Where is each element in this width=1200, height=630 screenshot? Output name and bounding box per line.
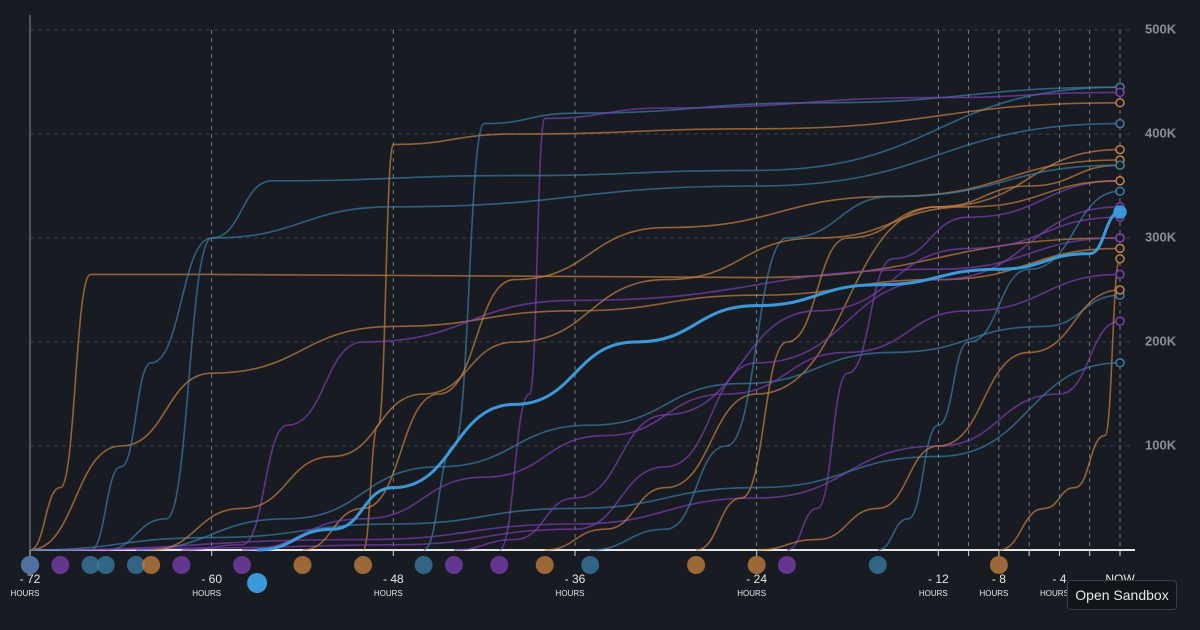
end-point xyxy=(1115,358,1125,368)
series-line xyxy=(544,148,1121,551)
start-marker xyxy=(354,556,373,574)
start-marker xyxy=(21,556,39,574)
start-marker xyxy=(81,556,100,574)
x-tick-unit: HOURS xyxy=(11,589,40,598)
start-marker xyxy=(51,556,70,574)
start-marker xyxy=(581,556,600,574)
end-point xyxy=(1115,118,1125,129)
end-point xyxy=(1115,87,1125,98)
start-marker xyxy=(868,556,887,574)
x-tick-unit: HOURS xyxy=(1040,589,1069,598)
series-line xyxy=(423,86,1121,551)
series-line xyxy=(756,289,1121,551)
end-point xyxy=(1115,186,1125,196)
start-marker xyxy=(687,556,706,574)
start-marker xyxy=(142,556,161,574)
series-line xyxy=(257,210,1121,552)
end-point xyxy=(1115,254,1125,264)
x-tick-label: - 72 xyxy=(20,572,41,586)
series-line xyxy=(29,362,1121,551)
series-line xyxy=(302,159,1121,551)
start-marker xyxy=(126,556,145,574)
x-tick-unit: HOURS xyxy=(919,589,948,598)
x-tick-label: - 4 xyxy=(1052,572,1066,586)
x-tick-label: - 60 xyxy=(201,572,222,586)
series-line xyxy=(181,237,1121,551)
y-tick-label: 100K xyxy=(1145,437,1177,452)
series-line xyxy=(241,273,1121,551)
end-point xyxy=(1115,98,1125,108)
series-line xyxy=(29,247,1121,551)
end-point xyxy=(1115,144,1125,155)
series-line xyxy=(695,164,1121,551)
start-marker xyxy=(172,556,191,574)
end-point xyxy=(1113,205,1127,219)
start-marker xyxy=(293,556,312,574)
series-line xyxy=(590,164,1121,551)
end-point xyxy=(1115,243,1125,254)
series-line xyxy=(498,91,1121,551)
y-tick-label: 300K xyxy=(1145,229,1177,244)
start-marker xyxy=(989,556,1008,574)
start-marker xyxy=(535,556,554,574)
x-tick-unit: HOURS xyxy=(737,589,766,598)
series-line xyxy=(998,258,1121,551)
start-marker xyxy=(232,556,251,574)
x-tick-unit: HOURS xyxy=(556,589,585,598)
x-tick-label: - 36 xyxy=(565,572,586,586)
series-line xyxy=(29,237,1121,551)
series-line xyxy=(786,180,1121,551)
series-line xyxy=(90,122,1121,551)
x-tick-label: - 24 xyxy=(746,572,767,586)
end-point xyxy=(1115,160,1125,170)
series-line xyxy=(105,86,1121,551)
y-tick-label: 500K xyxy=(1145,21,1177,36)
start-marker xyxy=(777,556,796,574)
x-tick-unit: HOURS xyxy=(979,589,1008,598)
x-tick-label: - 12 xyxy=(928,572,949,586)
start-marker xyxy=(747,556,766,574)
series-line xyxy=(135,294,1121,551)
end-point xyxy=(1115,285,1125,295)
y-tick-label: 400K xyxy=(1145,125,1177,140)
open-sandbox-button[interactable]: Open Sandbox xyxy=(1067,580,1177,610)
series-line xyxy=(60,206,1121,551)
series-line xyxy=(151,180,1121,551)
start-marker xyxy=(444,556,463,574)
end-point xyxy=(1115,316,1125,326)
end-point xyxy=(1115,176,1125,186)
x-tick-label: - 8 xyxy=(992,572,1006,586)
x-tick-unit: HOURS xyxy=(374,589,403,598)
start-marker xyxy=(247,573,268,593)
start-marker xyxy=(96,556,115,574)
series-line xyxy=(29,320,1121,551)
end-point xyxy=(1115,233,1125,243)
series-lines xyxy=(29,86,1121,552)
x-tick-unit: HOURS xyxy=(192,589,221,598)
end-point xyxy=(1115,269,1125,280)
start-marker xyxy=(490,556,509,574)
start-marker xyxy=(414,556,433,574)
x-tick-label: - 48 xyxy=(383,572,404,586)
y-tick-label: 200K xyxy=(1145,333,1177,348)
